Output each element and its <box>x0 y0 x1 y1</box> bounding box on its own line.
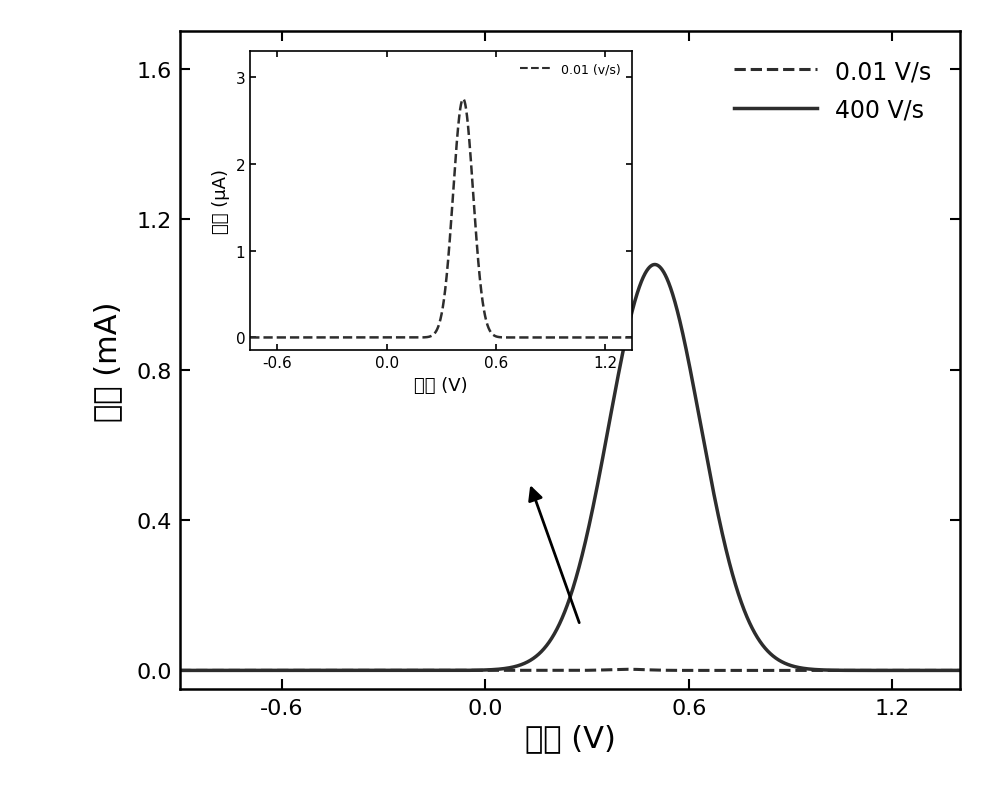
Y-axis label: 电流 (mA): 电流 (mA) <box>93 301 122 421</box>
400 V/s <box>473 666 485 676</box>
0.01 V/s <box>263 666 275 676</box>
0.01 V/s <box>939 666 951 676</box>
Line: 0.01 V/s: 0.01 V/s <box>180 669 960 671</box>
400 V/s <box>174 666 186 676</box>
0.01 V/s <box>954 666 966 676</box>
400 V/s <box>855 666 867 676</box>
X-axis label: 电位 (V): 电位 (V) <box>525 723 615 752</box>
0.01 V/s <box>622 664 634 674</box>
Legend: 0.01 V/s, 400 V/s: 0.01 V/s, 400 V/s <box>724 51 941 132</box>
400 V/s <box>309 666 321 676</box>
0.01 V/s <box>507 666 519 676</box>
400 V/s <box>954 666 966 676</box>
400 V/s <box>263 666 275 676</box>
0.01 V/s <box>473 666 485 676</box>
400 V/s <box>939 666 951 676</box>
400 V/s <box>649 260 661 270</box>
0.01 V/s <box>174 666 186 676</box>
400 V/s <box>507 663 519 672</box>
0.01 V/s <box>309 666 321 676</box>
Line: 400 V/s: 400 V/s <box>180 265 960 671</box>
0.01 V/s <box>855 666 867 676</box>
